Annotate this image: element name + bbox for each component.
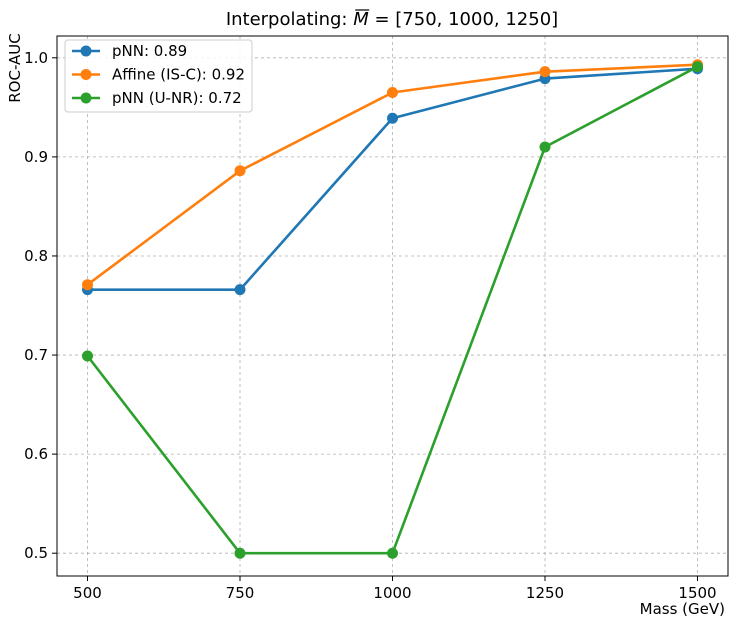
legend-marker (80, 92, 92, 104)
data-point (539, 66, 551, 78)
y-axis: 0.5 0.6 0.7 0.8 0.9 1.0 (24, 49, 57, 562)
y-tick-label: 0.7 (24, 346, 48, 364)
legend-label: pNN (U-NR): 0.72 (112, 89, 242, 107)
x-tick-label: 1500 (678, 584, 716, 602)
series-2 (82, 61, 703, 559)
grid (57, 36, 728, 576)
data-point (234, 547, 246, 559)
legend-box (64, 39, 253, 113)
legend: pNN: 0.89 Affine (IS-C): 0.92 pNN (U-NR): … (64, 39, 253, 113)
x-axis: 500 750 1000 1250 1500 (73, 576, 717, 602)
y-tick-label: 1.0 (24, 49, 48, 67)
title-suffix: = [750, 1000, 1250] (369, 9, 558, 30)
data-point (82, 350, 93, 362)
y-tick-label: 0.8 (24, 247, 48, 265)
legend-label: pNN: 0.89 (112, 42, 187, 60)
title-symbol: M (353, 9, 369, 30)
legend-item: Affine (IS-C): 0.92 (72, 66, 245, 84)
legend-label: Affine (IS-C): 0.92 (112, 66, 245, 84)
data-point (234, 165, 246, 177)
data-point (539, 141, 551, 153)
x-tick-label: 750 (226, 584, 255, 602)
legend-marker (80, 45, 92, 57)
y-tick-label: 0.6 (24, 445, 48, 463)
legend-items: pNN: 0.89 Affine (IS-C): 0.92 pNN (U-NR): … (72, 42, 245, 107)
series-layer (82, 59, 703, 559)
y-tick-label: 0.5 (24, 544, 48, 562)
data-point (692, 61, 703, 73)
data-point (387, 547, 398, 559)
chart-title: Interpolating: M = [750, 1000, 1250] (226, 9, 558, 30)
data-point (387, 86, 398, 98)
y-axis-label: ROC-AUC (6, 33, 24, 103)
x-tick-label: 1000 (373, 584, 411, 602)
data-point (234, 284, 246, 296)
data-point (387, 112, 398, 124)
data-point (82, 279, 93, 291)
legend-item: pNN: 0.89 (72, 42, 187, 60)
title-prefix: Interpolating: (226, 9, 353, 30)
y-tick-label: 0.9 (24, 148, 48, 166)
x-tick-label: 500 (73, 584, 102, 602)
x-tick-label: 1250 (526, 584, 564, 602)
legend-item: pNN (U-NR): 0.72 (72, 89, 242, 107)
legend-marker (80, 69, 92, 80)
x-axis-label: Mass (GeV) (640, 600, 725, 618)
